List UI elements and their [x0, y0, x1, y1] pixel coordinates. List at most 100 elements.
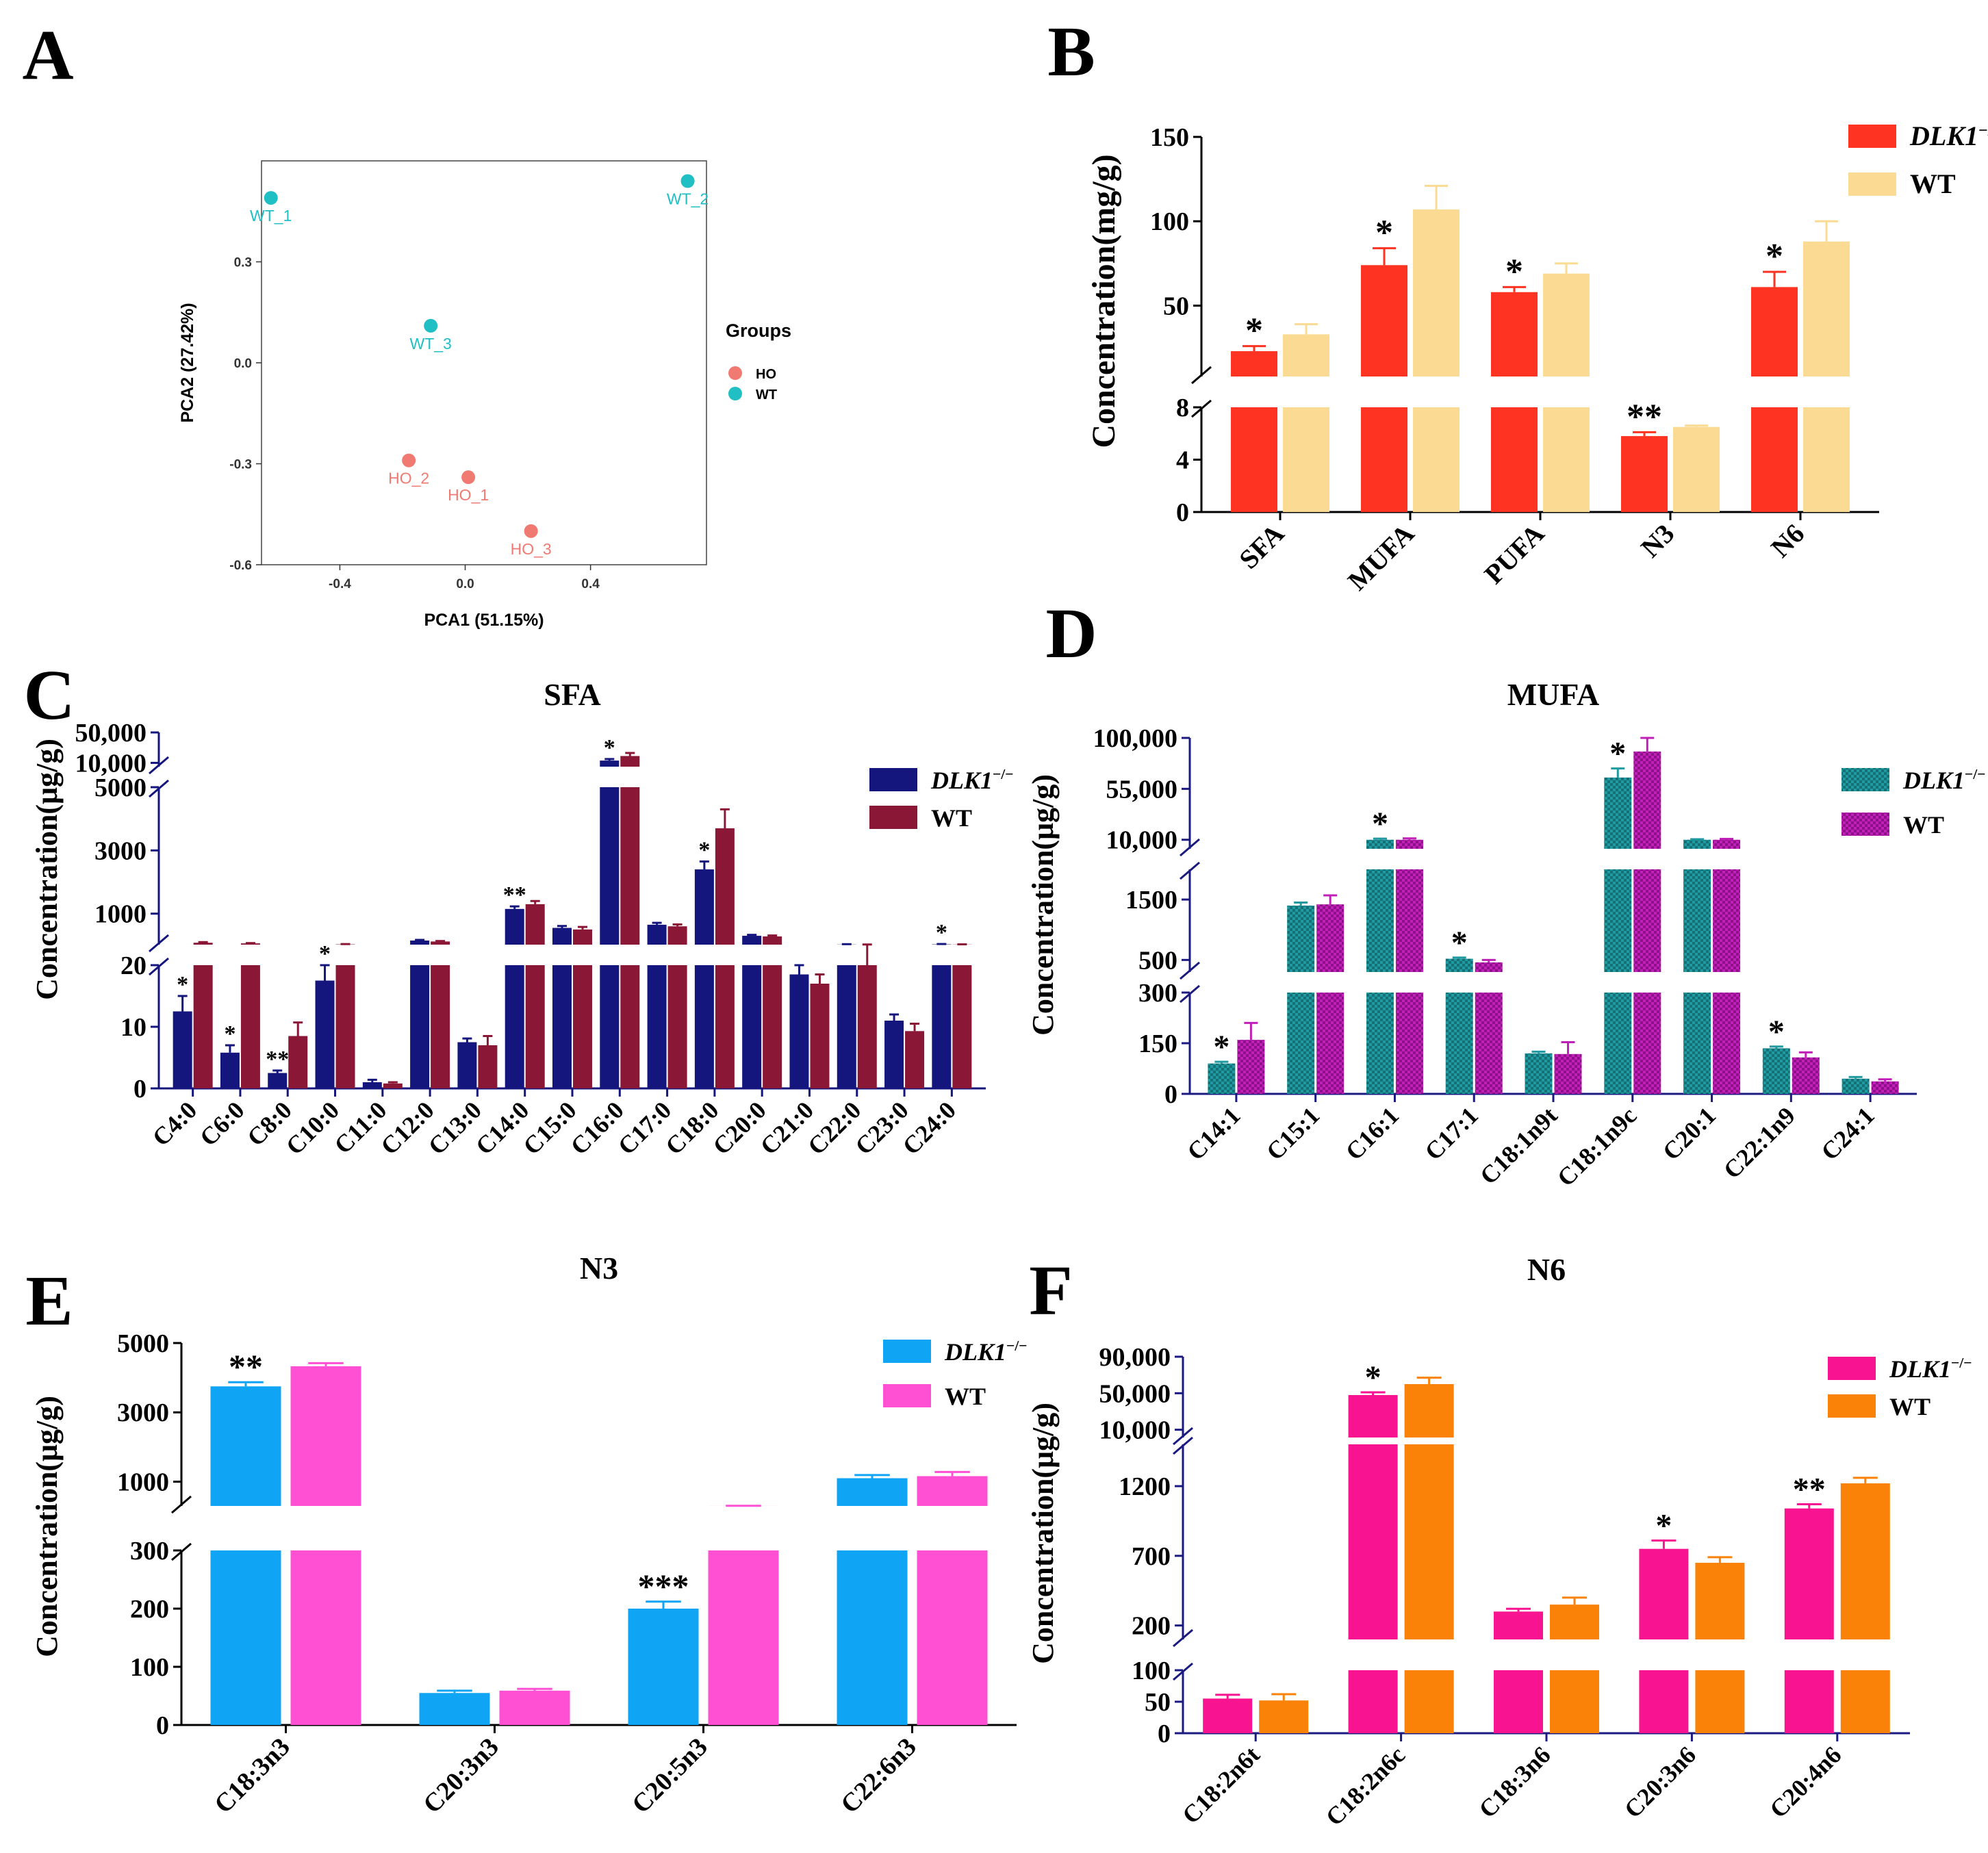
x-tick-label: C18:2n6c: [1321, 1741, 1411, 1831]
bar: [789, 974, 809, 1088]
bar: [708, 1550, 779, 1725]
bar: [1366, 869, 1394, 972]
y-tick-label: 200: [130, 1595, 169, 1624]
x-tick-label: C24:1: [1815, 1101, 1879, 1165]
bar: [694, 869, 714, 945]
legend-name: WT: [1903, 811, 1944, 839]
bar: [268, 1073, 288, 1088]
pca-y-axis-label: PCA2 (27.42%): [178, 303, 197, 422]
x-tick-label: C22:6n3: [835, 1733, 922, 1819]
bar: [694, 965, 714, 1088]
y-tick-label: 100: [130, 1653, 169, 1682]
bar: [1494, 1670, 1543, 1733]
y-tick-label: 0: [1164, 1080, 1177, 1109]
x-tick-label: SFA: [1233, 517, 1290, 574]
axis-break-mark: [1180, 984, 1200, 1004]
bar: [573, 965, 592, 1088]
bar: [1404, 1670, 1454, 1733]
bar: [600, 787, 620, 945]
legend-superscript: −/−: [993, 766, 1014, 782]
bar: [1792, 1057, 1820, 1094]
y-tick-label: 4: [1176, 446, 1189, 474]
x-tick-label: C15:0: [518, 1096, 581, 1160]
pca-xtick-label: -0.4: [329, 577, 351, 591]
significance-marker: *: [1213, 1029, 1229, 1065]
bar: [1784, 1508, 1834, 1639]
bar: [1283, 407, 1329, 512]
legend-swatch: [869, 768, 917, 791]
x-tick-label: C14:1: [1182, 1101, 1245, 1165]
bar: [837, 1550, 908, 1725]
legend-label: DLK1−/−: [930, 766, 1014, 794]
pca-point: [524, 524, 538, 538]
bar: [1633, 993, 1661, 1094]
bar: [742, 936, 762, 945]
legend-name: DLK1: [1909, 120, 1978, 151]
bar: [499, 1690, 570, 1725]
bar: [1713, 869, 1741, 972]
bar: [1237, 1040, 1265, 1094]
x-tick-label: PUFA: [1478, 517, 1550, 589]
bar: [1491, 292, 1538, 376]
bar: [431, 965, 450, 1088]
panel-b-chart: 0 4 8 50 100 150 Concentration(mg/g) SFA * MUFA * P…: [1086, 120, 1988, 596]
legend-swatch: [869, 806, 917, 829]
significance-marker: **: [266, 1047, 289, 1072]
pca-point-label: WT_3: [410, 335, 452, 353]
bar: [1621, 436, 1668, 512]
axis-break-mark: [1173, 1436, 1193, 1455]
pca-legend-label: HO: [756, 367, 776, 382]
legend-label: WT: [1910, 168, 1956, 199]
pca-point: [264, 191, 278, 205]
x-tick-label: C16:1: [1340, 1101, 1404, 1165]
bar: [1404, 1444, 1454, 1639]
significance-marker: *: [936, 920, 947, 945]
chart-title: SFA: [544, 677, 601, 712]
bar: [1525, 1053, 1553, 1094]
y-tick-label: 0: [133, 1075, 146, 1103]
y-tick-label: 700: [1132, 1542, 1171, 1571]
bar: [600, 761, 620, 767]
bar: [1283, 334, 1329, 376]
bar: [917, 1476, 988, 1506]
x-tick-label: C22:0: [802, 1096, 866, 1160]
y-tick-label: 20: [120, 951, 146, 980]
bar: [193, 965, 213, 1088]
pca-legend-marker: [728, 387, 742, 400]
bar: [1639, 1548, 1689, 1639]
pca-ytick-label: 0.0: [234, 357, 252, 371]
bar: [1543, 273, 1590, 376]
bar: [505, 908, 524, 945]
bar: [1208, 1063, 1236, 1094]
panel-a-pca: -0.4 0.0 0.4 -0.6 -0.3 0.0 0.3 PCA1 (51.15%) PCA…: [178, 160, 791, 630]
bar: [1604, 777, 1632, 849]
significance-marker: **: [229, 1347, 263, 1385]
bar: [362, 1082, 382, 1088]
bar: [647, 924, 667, 945]
bar: [1491, 407, 1538, 512]
axis-break-mark: [1180, 861, 1200, 880]
legend-label: WT: [1903, 811, 1944, 839]
legend-name: WT: [945, 1383, 986, 1410]
bar: [1366, 839, 1394, 849]
y-tick-label: 5000: [117, 1329, 169, 1358]
bar: [173, 1011, 192, 1088]
bar: [715, 828, 735, 945]
bar: [1871, 1081, 1899, 1094]
bar: [857, 965, 877, 1088]
legend-swatch: [1848, 125, 1896, 148]
y-tick-label: 100,000: [1093, 724, 1178, 753]
y-tick-label: 3000: [117, 1398, 169, 1427]
bar: [1683, 993, 1711, 1094]
bar: [667, 965, 687, 1088]
bar: [1550, 1605, 1599, 1639]
bar: [1604, 869, 1632, 972]
bar: [763, 965, 782, 1088]
bar: [240, 965, 260, 1088]
chart-title: MUFA: [1507, 677, 1600, 712]
legend-swatch: [1842, 768, 1889, 791]
y-axis-label: Concentration(μg/g): [1026, 1403, 1060, 1664]
bar: [1231, 407, 1277, 512]
bar: [1259, 1700, 1309, 1733]
